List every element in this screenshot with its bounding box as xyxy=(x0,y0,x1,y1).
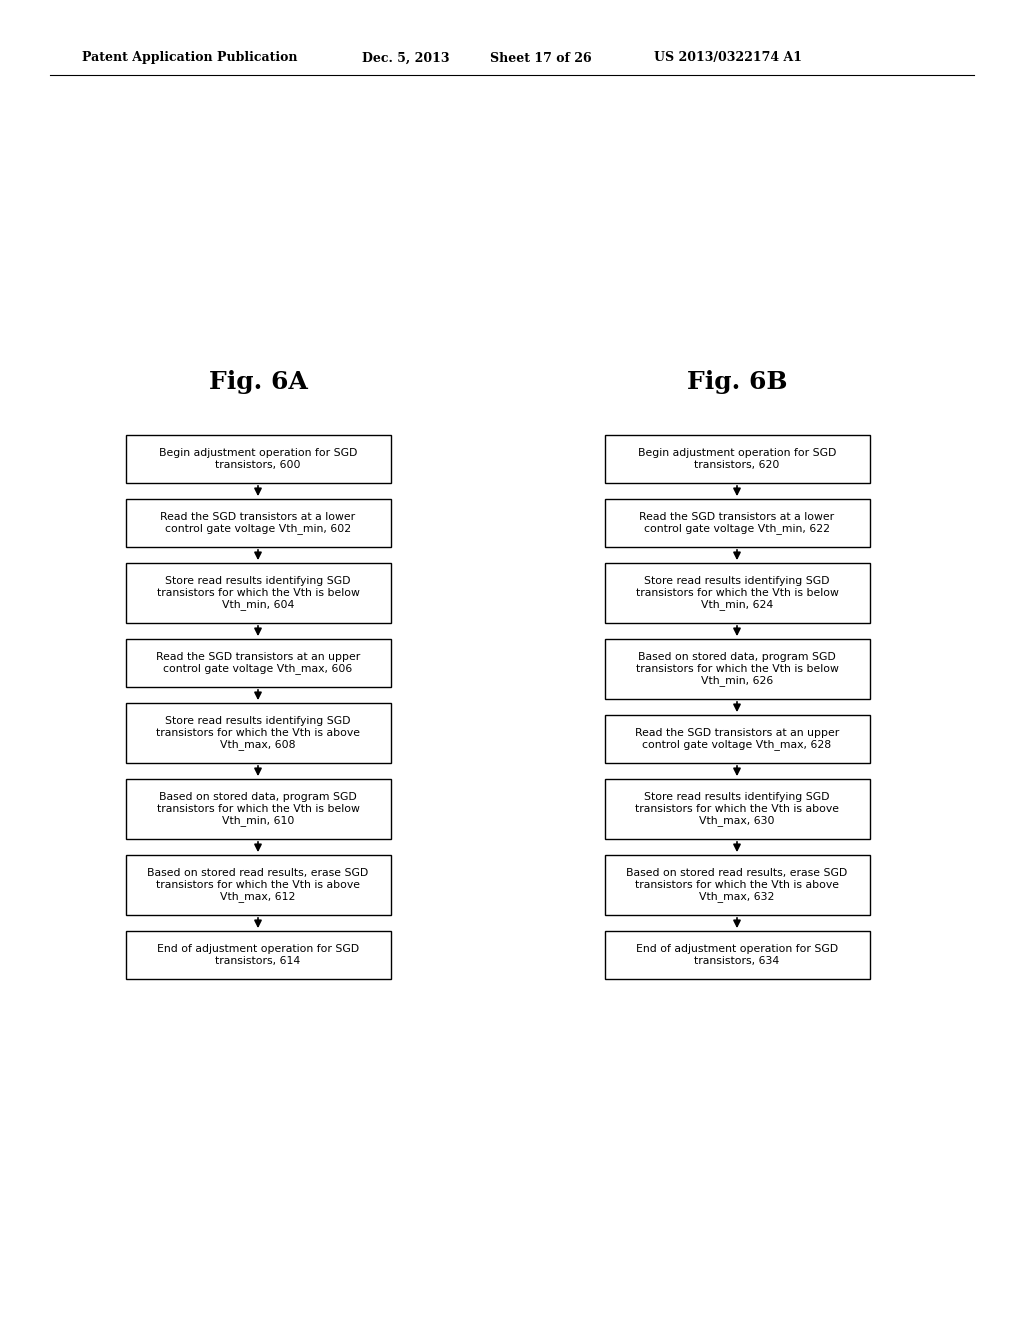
Text: Sheet 17 of 26: Sheet 17 of 26 xyxy=(490,51,592,65)
Bar xyxy=(604,564,869,623)
Text: Read the SGD transistors at a lower
control gate voltage Vth_min, 602: Read the SGD transistors at a lower cont… xyxy=(161,512,355,535)
Text: Store read results identifying SGD
transistors for which the Vth is below
Vth_mi: Store read results identifying SGD trans… xyxy=(636,576,839,610)
Text: Based on stored read results, erase SGD
transistors for which the Vth is above
V: Based on stored read results, erase SGD … xyxy=(147,869,369,902)
Bar xyxy=(126,564,390,623)
Text: Store read results identifying SGD
transistors for which the Vth is above
Vth_ma: Store read results identifying SGD trans… xyxy=(156,715,360,750)
Bar xyxy=(126,855,390,915)
Text: Based on stored data, program SGD
transistors for which the Vth is below
Vth_min: Based on stored data, program SGD transi… xyxy=(636,652,839,686)
Text: Store read results identifying SGD
transistors for which the Vth is above
Vth_ma: Store read results identifying SGD trans… xyxy=(635,792,839,826)
Text: Based on stored data, program SGD
transistors for which the Vth is below
Vth_min: Based on stored data, program SGD transi… xyxy=(157,792,359,826)
Bar xyxy=(604,779,869,840)
Bar xyxy=(126,499,390,546)
Bar xyxy=(604,436,869,483)
Text: Fig. 6A: Fig. 6A xyxy=(209,370,307,393)
Bar xyxy=(604,931,869,979)
Text: Read the SGD transistors at a lower
control gate voltage Vth_min, 622: Read the SGD transistors at a lower cont… xyxy=(639,512,835,535)
Text: Begin adjustment operation for SGD
transistors, 600: Begin adjustment operation for SGD trans… xyxy=(159,449,357,470)
Bar xyxy=(126,704,390,763)
Text: Fig. 6B: Fig. 6B xyxy=(687,370,787,393)
Text: Based on stored read results, erase SGD
transistors for which the Vth is above
V: Based on stored read results, erase SGD … xyxy=(627,869,848,902)
Bar xyxy=(126,436,390,483)
Text: Read the SGD transistors at an upper
control gate voltage Vth_max, 628: Read the SGD transistors at an upper con… xyxy=(635,727,839,750)
Text: Dec. 5, 2013: Dec. 5, 2013 xyxy=(362,51,450,65)
Text: Patent Application Publication: Patent Application Publication xyxy=(82,51,298,65)
Bar xyxy=(126,931,390,979)
Bar xyxy=(604,715,869,763)
Text: Store read results identifying SGD
transistors for which the Vth is below
Vth_mi: Store read results identifying SGD trans… xyxy=(157,576,359,610)
Text: Begin adjustment operation for SGD
transistors, 620: Begin adjustment operation for SGD trans… xyxy=(638,449,837,470)
Bar xyxy=(604,499,869,546)
Text: End of adjustment operation for SGD
transistors, 634: End of adjustment operation for SGD tran… xyxy=(636,944,838,966)
Text: Read the SGD transistors at an upper
control gate voltage Vth_max, 606: Read the SGD transistors at an upper con… xyxy=(156,652,360,675)
Bar xyxy=(604,639,869,700)
Bar xyxy=(604,855,869,915)
Text: End of adjustment operation for SGD
transistors, 614: End of adjustment operation for SGD tran… xyxy=(157,944,359,966)
Bar xyxy=(126,779,390,840)
Text: US 2013/0322174 A1: US 2013/0322174 A1 xyxy=(654,51,802,65)
Bar xyxy=(126,639,390,686)
